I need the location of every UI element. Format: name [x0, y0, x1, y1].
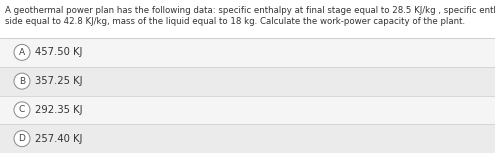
Circle shape	[14, 131, 30, 147]
Circle shape	[14, 102, 30, 118]
Text: side equal to 42.8 KJ/kg, mass of the liquid equal to 18 kg. Calculate the work-: side equal to 42.8 KJ/kg, mass of the li…	[5, 17, 465, 26]
Text: A: A	[19, 48, 25, 57]
Text: 257.40 KJ: 257.40 KJ	[35, 134, 82, 144]
FancyBboxPatch shape	[0, 124, 495, 153]
Text: D: D	[19, 134, 25, 143]
Text: C: C	[19, 105, 25, 114]
FancyBboxPatch shape	[0, 95, 495, 124]
FancyBboxPatch shape	[0, 67, 495, 95]
Text: 292.35 KJ: 292.35 KJ	[35, 105, 83, 115]
Text: B: B	[19, 77, 25, 86]
Text: A geothermal power plan has the following data: specific enthalpy at final stage: A geothermal power plan has the followin…	[5, 6, 495, 15]
Text: 357.25 KJ: 357.25 KJ	[35, 76, 83, 86]
Circle shape	[14, 73, 30, 89]
Circle shape	[14, 44, 30, 60]
Text: 457.50 KJ: 457.50 KJ	[35, 47, 82, 57]
FancyBboxPatch shape	[0, 0, 495, 38]
FancyBboxPatch shape	[0, 38, 495, 67]
